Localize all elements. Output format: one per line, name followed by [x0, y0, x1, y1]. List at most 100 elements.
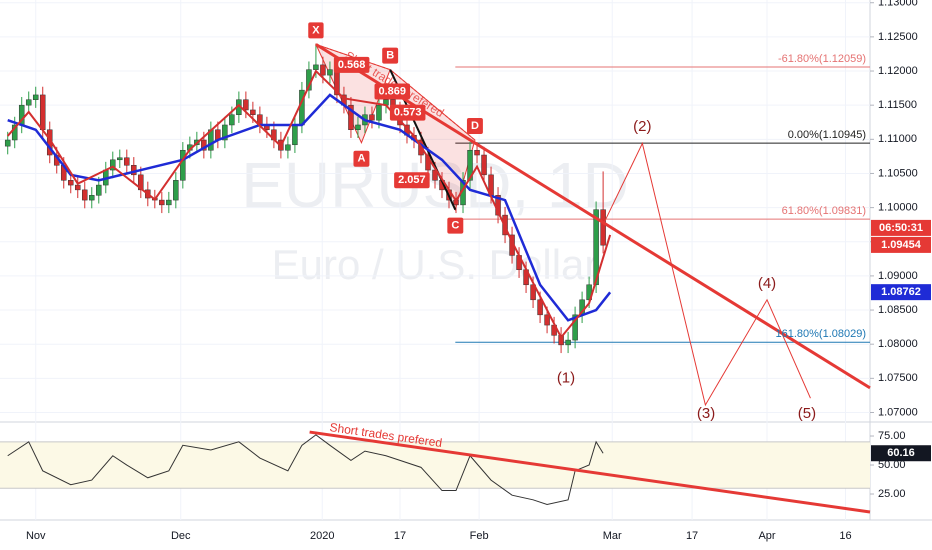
harmonic-leg — [315, 43, 476, 141]
wave-label: (3) — [697, 405, 715, 422]
candle-body — [25, 99, 32, 106]
x-tick-label: Apr — [758, 530, 775, 542]
candle-body — [572, 314, 578, 341]
x-tick-label: 17 — [686, 530, 698, 542]
candle-body — [96, 184, 102, 196]
candle-body — [565, 339, 571, 346]
price-label — [871, 284, 931, 301]
wave-label: (2) — [633, 118, 651, 135]
candle-body — [32, 94, 39, 100]
harmonic-ratio-label — [333, 56, 370, 73]
candle-body — [537, 299, 543, 316]
wave-label: (4) — [758, 275, 776, 292]
labels-layer: -61.80%(1.12059) 0.00%(1.10945) 61.80%(1.0… — [308, 22, 866, 422]
harmonic-point-label-text: D — [471, 120, 479, 132]
x-tick-label: Mar — [603, 530, 622, 542]
wave-label: (5) — [798, 405, 816, 422]
candle-body — [250, 109, 256, 115]
harmonic-ratio-label — [374, 83, 411, 100]
x-tick-label: Nov — [26, 530, 46, 542]
candle-body — [600, 209, 606, 246]
candle-body — [4, 139, 11, 147]
candle-body — [481, 154, 487, 176]
candle-body — [376, 104, 382, 121]
harmonic-ratio-label — [394, 172, 430, 189]
harmonic-ratio-label-text: 2.057 — [398, 174, 426, 186]
indicator-last-label — [871, 445, 931, 462]
harmonic-point-label — [382, 47, 399, 64]
y-tick-label: 1.10000 — [878, 202, 918, 214]
y-tick-label: 1.09000 — [878, 270, 918, 282]
wave-projection — [602, 141, 811, 407]
candle-body — [173, 180, 179, 201]
indicator-line — [7, 434, 604, 505]
y-tick-label: 1.10500 — [878, 167, 918, 179]
candle-body — [313, 64, 319, 70]
candle-body — [369, 114, 375, 121]
price-label-text: 1.09454 — [881, 239, 922, 251]
wave-label: (1) — [557, 369, 575, 386]
candle-body — [180, 149, 186, 181]
candle-body — [11, 124, 18, 141]
x-tick-label: 2020 — [310, 530, 334, 542]
candle-body — [39, 94, 46, 131]
harmonic-point-label — [466, 118, 483, 134]
candle-body — [285, 144, 291, 151]
candle-body — [474, 149, 480, 156]
countdown — [871, 219, 931, 236]
moving-average — [6, 69, 612, 340]
y-tick-label: 1.12500 — [878, 31, 918, 43]
candle-body — [117, 157, 123, 161]
candle-body — [124, 157, 130, 166]
y-tick-label: 1.11000 — [878, 133, 917, 145]
grid-layer — [0, 0, 870, 520]
candle-body — [222, 124, 228, 141]
indicator-y-tick-label: 25.00 — [878, 488, 906, 500]
harmonic-point-label — [308, 22, 324, 39]
harmonic-point-label-text: A — [357, 153, 365, 165]
candle-body — [67, 180, 74, 186]
candles-layer — [4, 44, 606, 354]
candle-body — [544, 314, 550, 326]
y-tick-label: 1.13000 — [878, 0, 918, 9]
candle-body — [593, 209, 599, 286]
candle-body — [467, 149, 473, 181]
indicator-last-text: 60.16 — [887, 447, 915, 459]
candle-body — [75, 184, 81, 191]
harmonic-point-label-text: C — [451, 220, 459, 232]
countdown-text: 06:50:31 — [879, 222, 923, 234]
candle-body — [355, 124, 361, 131]
candle-body — [166, 199, 172, 206]
candle-body — [243, 99, 249, 111]
indicator-y-tick-label: 75.00 — [878, 430, 906, 442]
candle-body — [348, 104, 354, 131]
fib-label: 161.80%(1.08029) — [775, 328, 866, 340]
x-tick-label: Dec — [171, 530, 191, 542]
indicator-trendline — [309, 430, 871, 514]
harmonic-point-label-text: X — [312, 24, 320, 36]
candle-body — [327, 69, 333, 76]
harmonic-point-label-text: B — [386, 50, 394, 62]
fib-label: 61.80%(1.09831) — [782, 205, 866, 217]
fib-label: 0.00%(1.10945) — [788, 129, 866, 141]
fib-label: -61.80%(1.12059) — [778, 53, 866, 65]
harmonic-ratio-label-text: 0.869 — [379, 85, 407, 97]
axis-layer: Nov Dec 2020 17 Feb Mar 17 Apr 16 1.07000 1.07500 1… — [26, 0, 931, 542]
watermark-name: Euro / U.S. Dollar — [272, 241, 599, 288]
x-tick-label: 16 — [839, 530, 851, 542]
candle-body — [292, 124, 298, 146]
candle-body — [159, 199, 165, 206]
price-label-text: 1.08762 — [881, 286, 921, 298]
candle-body — [138, 174, 144, 191]
moving-average — [7, 93, 612, 322]
y-tick-label: 1.08500 — [878, 304, 918, 316]
trendline — [315, 43, 871, 390]
x-tick-label: 17 — [394, 530, 406, 542]
candle-body — [89, 195, 95, 201]
y-tick-label: 1.08000 — [878, 338, 918, 350]
harmonic-ratio-label-text: 0.573 — [394, 107, 422, 119]
candle-body — [229, 114, 235, 126]
harmonic-ratio-label-text: 0.568 — [338, 59, 366, 71]
y-tick-label: 1.07500 — [878, 372, 918, 384]
